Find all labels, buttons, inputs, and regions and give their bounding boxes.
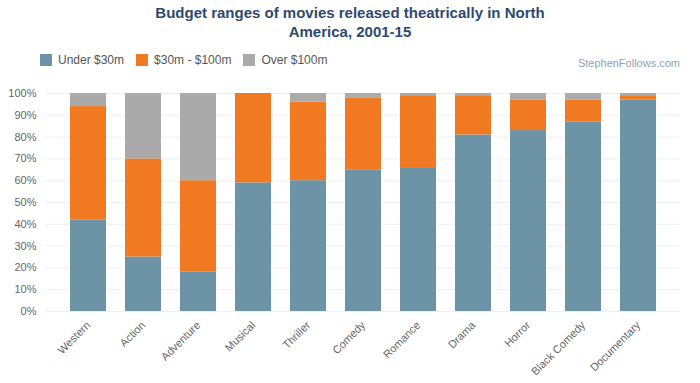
svg-text:Comedy: Comedy (330, 318, 368, 356)
html-text:Under $30m: Under $30m (58, 53, 124, 67)
svg-text:50%: 50% (14, 196, 36, 208)
html-text:Over $100m: Over $100m (261, 53, 328, 67)
svg-text:60%: 60% (14, 174, 36, 186)
svg-text:Action: Action (117, 318, 147, 348)
svg-text:Drama: Drama (446, 318, 478, 350)
svg-text:80%: 80% (14, 130, 36, 142)
svg-text:Western: Western (55, 318, 92, 355)
svg-text:Musical: Musical (223, 318, 258, 353)
svg-text:40%: 40% (14, 217, 36, 229)
html-text:StephenFollows.com: StephenFollows.com (577, 57, 680, 69)
svg-text:70%: 70% (14, 152, 36, 164)
svg-text:100%: 100% (8, 87, 36, 99)
svg-text:30%: 30% (14, 239, 36, 251)
svg-text:Black Comedy: Black Comedy (529, 318, 588, 377)
html-text:$30m - $100m: $30m - $100m (154, 53, 232, 67)
svg-text:Documentary: Documentary (588, 318, 643, 373)
svg-text:Romance: Romance (381, 318, 423, 360)
svg-text:Adventure: Adventure (158, 318, 202, 362)
svg-text:90%: 90% (14, 108, 36, 120)
svg-text:Horror: Horror (502, 318, 533, 349)
svg-text:0%: 0% (21, 305, 37, 317)
html-text:Budget ranges of movies releas: Budget ranges of movies released theatri… (155, 4, 545, 40)
svg-text:10%: 10% (14, 283, 36, 295)
svg-text:Thriller: Thriller (280, 318, 312, 350)
svg-text:20%: 20% (14, 261, 36, 273)
